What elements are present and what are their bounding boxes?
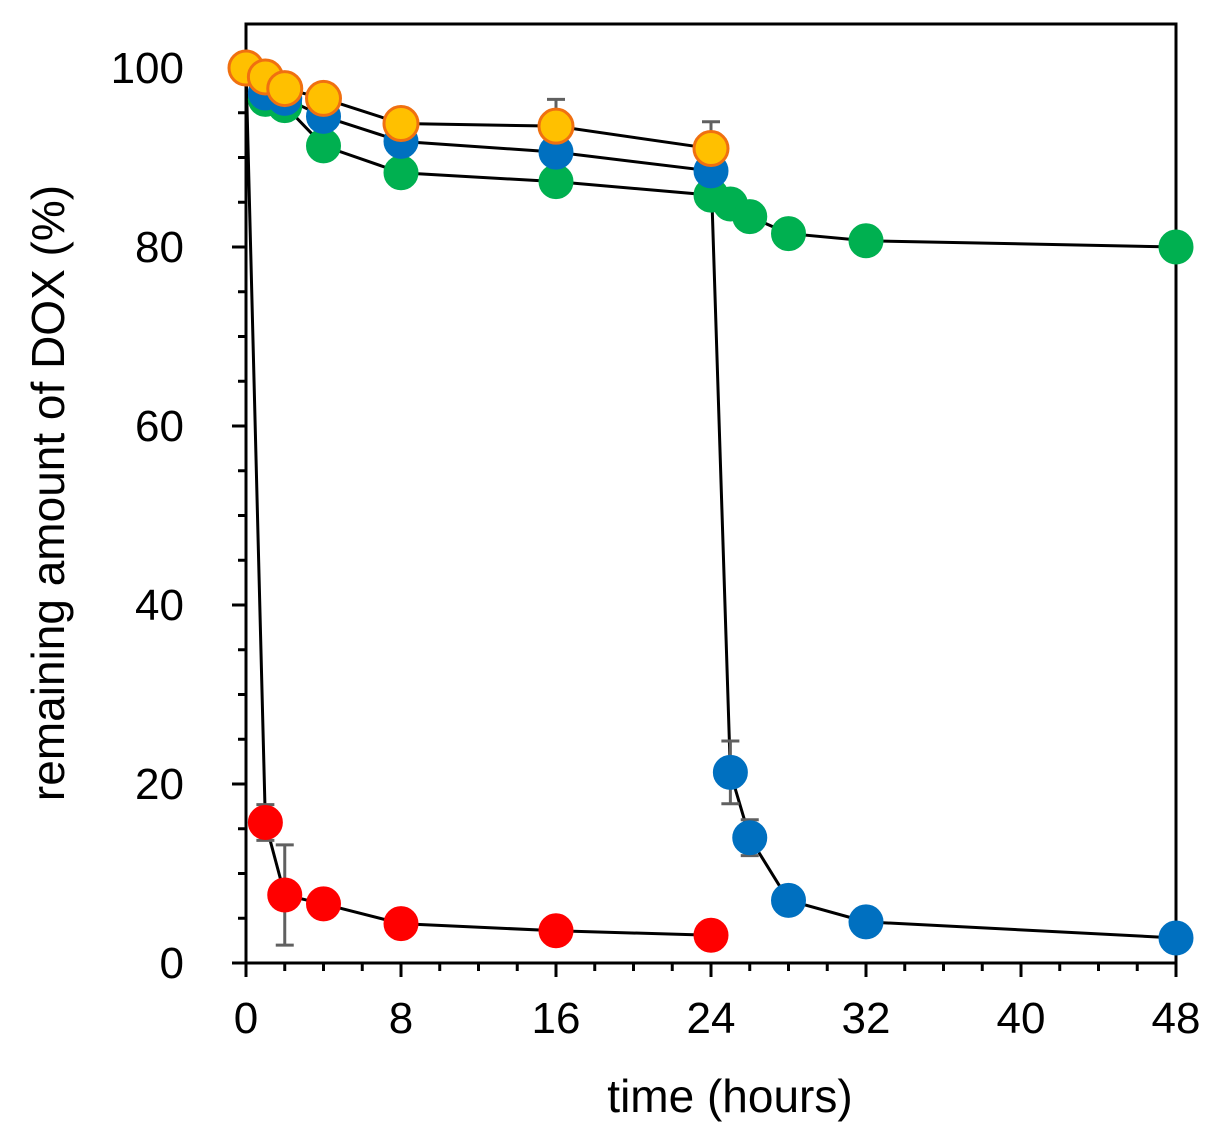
point-red [267, 877, 303, 913]
point-blue [848, 904, 884, 940]
x-tick-label: 0 [234, 994, 258, 1043]
point-blue [771, 882, 806, 918]
point-red [538, 913, 574, 949]
point-orange [537, 107, 575, 145]
x-tick-label: 24 [687, 994, 736, 1043]
point-red [383, 906, 419, 942]
x-axis-title: time (hours) [607, 1070, 852, 1122]
point-red [693, 917, 729, 953]
y-tick-label: 20 [135, 760, 184, 809]
series-line-red [244, 67, 712, 937]
point-green [306, 128, 341, 164]
point-blue [732, 820, 768, 856]
y-tick-label: 60 [135, 402, 184, 451]
point-orange [692, 130, 730, 168]
point-orange [266, 70, 304, 108]
tick-labels: 0 20 40 60 80 100 0 8 16 24 32 40 48 [111, 44, 1201, 1043]
x-tick-label: 48 [1152, 994, 1201, 1043]
point-green [1158, 229, 1194, 265]
y-tick-label: 100 [111, 44, 184, 93]
y-tick-label: 0 [160, 939, 184, 988]
point-blue [1158, 920, 1194, 956]
y-axis-title: remaining amount of DOX (%) [22, 185, 74, 801]
y-tick-label: 80 [135, 223, 184, 272]
y-tick-label: 40 [135, 581, 184, 630]
x-tick-label: 8 [389, 994, 413, 1043]
x-tick-label: 40 [997, 994, 1046, 1043]
point-orange [382, 104, 420, 142]
point-red [306, 886, 341, 922]
axis-ticks [232, 66, 1178, 977]
point-blue [712, 754, 748, 790]
x-tick-label: 16 [532, 994, 581, 1043]
point-red [247, 804, 283, 840]
point-orange [305, 79, 342, 117]
point-green [732, 199, 768, 235]
x-tick-label: 32 [842, 994, 891, 1043]
point-green [383, 155, 419, 191]
point-green [538, 164, 574, 200]
point-green [771, 216, 806, 252]
data-markers [227, 49, 1194, 956]
point-green [848, 223, 884, 259]
